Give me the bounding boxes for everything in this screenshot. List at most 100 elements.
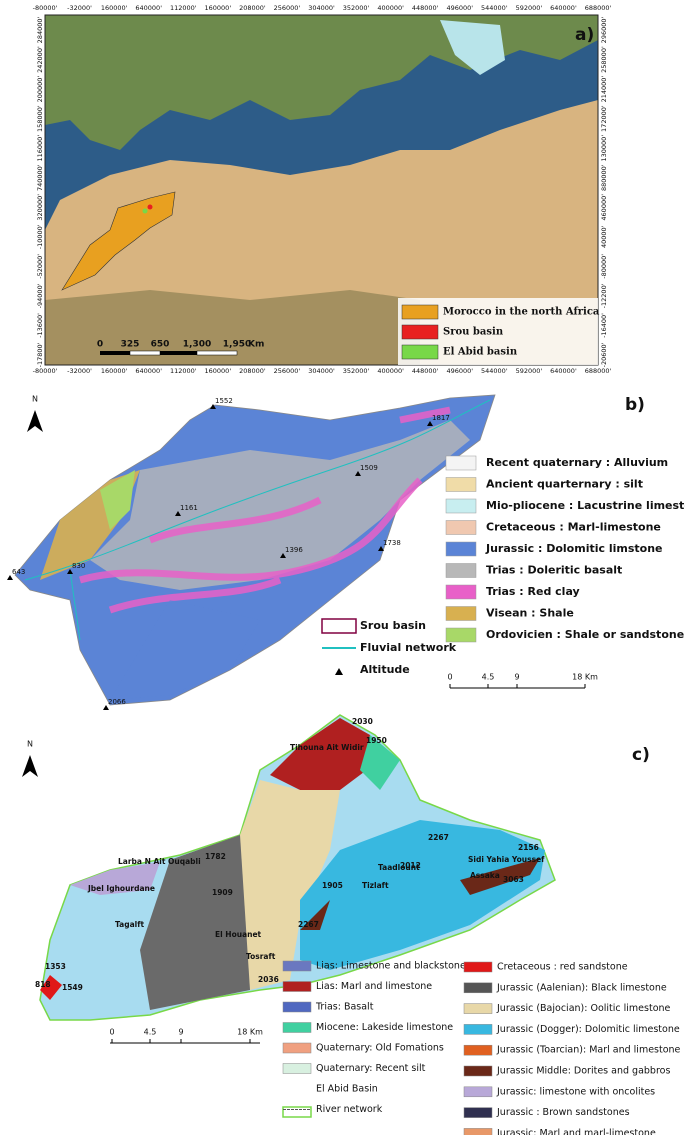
coord-label: 112000' bbox=[170, 4, 197, 12]
coord-label: 460000' bbox=[600, 194, 608, 221]
legend-swatch bbox=[321, 618, 357, 634]
panel-label: a) bbox=[575, 25, 594, 45]
coord-label: -20600' bbox=[600, 342, 608, 367]
place-label: 1905 bbox=[322, 881, 343, 890]
coord-label: 352000' bbox=[343, 4, 370, 12]
scale-label: 1,300 bbox=[183, 340, 211, 350]
sahel bbox=[45, 290, 420, 365]
scale-label: 1,950 bbox=[223, 340, 251, 350]
coord-label: 352000' bbox=[343, 367, 370, 375]
legend-label: Cretaceous : Marl-limestone bbox=[486, 521, 661, 534]
legend-swatch bbox=[401, 324, 439, 340]
legend-label: Jurassic : Dolomitic limstone bbox=[485, 542, 663, 555]
coord-label: 160000' bbox=[205, 367, 232, 375]
legend-swatch bbox=[445, 541, 477, 557]
red-clay bbox=[79, 406, 451, 614]
altitude-marker bbox=[7, 575, 13, 580]
legend-swatch bbox=[445, 455, 477, 471]
place-label: 818 bbox=[35, 980, 51, 989]
coord-label: 284000' bbox=[36, 16, 44, 43]
miocene bbox=[360, 735, 400, 790]
scale-label: 0 bbox=[447, 673, 452, 682]
altitude-label: 830 bbox=[72, 562, 85, 570]
legend-label: Trias : Red clay bbox=[486, 585, 580, 598]
coord-label: 688000' bbox=[585, 367, 612, 375]
altitude-marker bbox=[280, 553, 286, 558]
coord-label: 544000' bbox=[481, 4, 508, 12]
place-label: Tagalft bbox=[115, 920, 144, 929]
coord-label: -13600' bbox=[36, 313, 44, 338]
legend-label: Ordovicien : Shale or sandstone bbox=[486, 628, 684, 641]
coord-label: -80000' bbox=[33, 367, 58, 375]
scale-label: 9 bbox=[514, 673, 519, 682]
scale-bar bbox=[100, 351, 130, 355]
legend-swatch bbox=[463, 1107, 493, 1118]
coord-label: 116000' bbox=[36, 135, 44, 162]
srou-basin-marker bbox=[147, 204, 153, 210]
place-label: Larba N Ait Ouqabli bbox=[118, 857, 201, 866]
place-label: 1909 bbox=[212, 888, 233, 897]
north-label: N bbox=[32, 395, 38, 404]
cretaceous bbox=[40, 975, 62, 1000]
scale-label: 18 Km bbox=[237, 1028, 263, 1037]
legend-swatch bbox=[463, 1024, 493, 1035]
panel-label: c) bbox=[632, 745, 650, 765]
scale-label: 650 bbox=[151, 340, 170, 350]
legend-swatch bbox=[463, 1044, 493, 1056]
middle-jurassic bbox=[300, 858, 540, 930]
legend-label: Lias: Limestone and blackstone bbox=[316, 961, 466, 972]
scale-label: 0 bbox=[109, 1028, 114, 1037]
coord-label: 740000' bbox=[36, 164, 44, 191]
north-arrow bbox=[22, 755, 38, 777]
legend-swatch bbox=[463, 1003, 493, 1014]
place-label: Tihouna Ait Widir bbox=[290, 743, 364, 752]
legend-swatch bbox=[463, 982, 493, 994]
coord-label: -80000' bbox=[33, 4, 58, 12]
panel-a: a) bbox=[44, 14, 599, 366]
place-label: 1950 bbox=[366, 736, 387, 745]
place-label: Assaka bbox=[470, 871, 500, 880]
place-label: Tosraft bbox=[246, 952, 276, 961]
legend-label: Jurassic: Marl and marl-limestone bbox=[496, 1128, 656, 1135]
coord-label: -52000' bbox=[36, 254, 44, 279]
coord-label: 640000' bbox=[550, 367, 577, 375]
legend-label: Lias: Marl and limestone bbox=[316, 981, 432, 992]
legend-label: Jurassic (Toarcian): Marl and limestone bbox=[496, 1045, 681, 1056]
north-arrow bbox=[27, 410, 43, 432]
altitude-label: 2066 bbox=[108, 698, 126, 706]
legend-swatch bbox=[282, 1001, 312, 1013]
fluvial-network bbox=[24, 399, 491, 641]
altitude-marker bbox=[210, 404, 216, 409]
scale-label: 4.5 bbox=[482, 673, 495, 682]
coord-label: 256000' bbox=[274, 4, 301, 12]
legend-swatch bbox=[463, 1086, 493, 1098]
legend-label: Ancient quarternary : silt bbox=[486, 478, 643, 491]
altitude-marker bbox=[378, 546, 384, 551]
altitude-label: 1552 bbox=[215, 397, 233, 405]
coord-label: 208000' bbox=[239, 4, 266, 12]
coord-label: 242000' bbox=[36, 46, 44, 73]
legend-label: Trias : Doleritic basalt bbox=[486, 564, 622, 577]
coord-label: 640000' bbox=[550, 4, 577, 12]
coord-label: 304000' bbox=[308, 4, 335, 12]
coord-label: 320000' bbox=[36, 194, 44, 221]
scale-label: 0 bbox=[97, 340, 103, 350]
legend-swatch bbox=[282, 960, 312, 972]
ordovician bbox=[100, 470, 135, 530]
bajocian bbox=[240, 780, 340, 990]
altitude-label: 643 bbox=[12, 568, 25, 576]
coord-label: 158000' bbox=[36, 105, 44, 132]
coord-label: 496000' bbox=[446, 4, 473, 12]
coord-label: 640000' bbox=[135, 367, 162, 375]
scale-bar bbox=[196, 350, 238, 356]
coord-label: -32000' bbox=[67, 4, 92, 12]
legend-label: Fluvial network bbox=[360, 641, 457, 654]
place-label: Sidi Yahia Youssef bbox=[468, 855, 545, 864]
altitude-label: 1161 bbox=[180, 504, 198, 512]
map-frame bbox=[44, 14, 599, 366]
legend-label: Recent quaternary : Alluvium bbox=[486, 456, 668, 469]
legend-swatch bbox=[282, 1063, 312, 1074]
place-label: 2030 bbox=[352, 717, 373, 726]
north-label: N bbox=[27, 740, 33, 749]
place-label: 2156 bbox=[518, 843, 539, 852]
